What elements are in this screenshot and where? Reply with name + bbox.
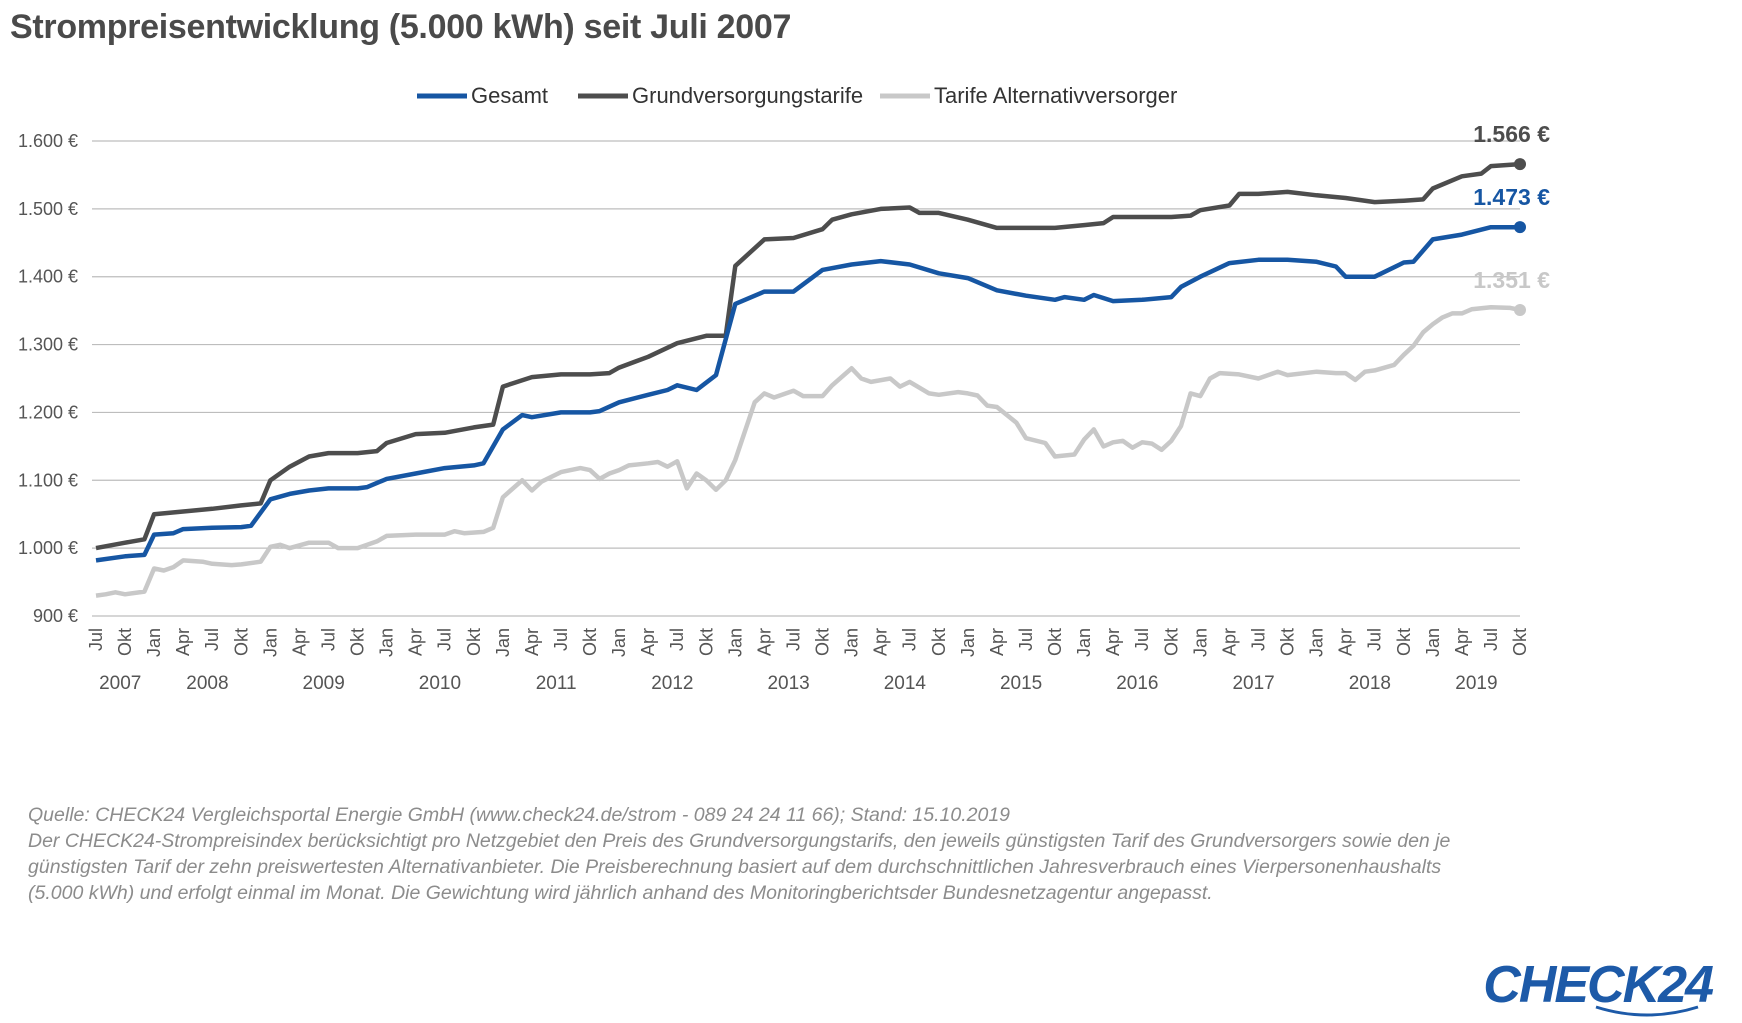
x-tick-label: Okt [929,628,949,656]
footnote-line: (5.000 kWh) und erfolgt einmal im Monat.… [28,882,1213,904]
y-tick-label: 1.500 € [18,199,78,219]
x-tick-label: Okt [580,628,600,656]
year-label: 2012 [651,673,693,694]
year-label: 2013 [767,673,809,694]
check24-logo: CHECK24 [1483,956,1714,1014]
x-tick-label: Apr [987,628,1007,656]
x-tick-label: Jul [318,628,338,651]
x-tick-label: Apr [289,628,309,656]
x-tick-label: Jul [1248,628,1268,651]
x-tick-label: Jul [551,628,571,651]
y-tick-label: 1.600 € [18,131,78,151]
x-tick-label: Okt [115,628,135,656]
x-tick-label: Jul [1481,628,1501,651]
gridlines [92,140,1520,617]
end-labels: 1.473 € 1.566 € 1.351 € [1473,121,1550,316]
x-tick-label: Okt [1045,628,1065,656]
x-axis: Jul Okt Jan Apr Jul Okt Jan Apr Jul Okt Jan Apr Jul O… [86,628,1530,694]
y-tick-label: 1.400 € [18,267,78,287]
x-tick-label: Jan [377,628,397,657]
x-tick-label: Okt [1278,628,1298,656]
x-tick-label: Apr [754,628,774,656]
x-tick-label: Jan [493,628,513,657]
legend-label: Gesamt [471,83,548,108]
x-tick-label: Jan [725,628,745,657]
x-tick-label: Jan [609,628,629,657]
end-value-label: 1.473 € [1473,184,1550,210]
y-axis: 900 € 1.000 € 1.100 € 1.200 € 1.300 € 1.400 €… [18,131,78,626]
x-tick-label: Jul [1365,628,1385,651]
legend: Gesamt Grundversorgungstarife Tarife Alter… [417,83,1177,108]
year-label: 2016 [1116,673,1158,694]
x-tick-label: Jul [202,628,222,651]
x-tick-label: Jul [783,628,803,651]
x-tick-label: Apr [1219,628,1239,656]
year-label: 2015 [1000,673,1042,694]
x-tick-label: Jul [900,628,920,651]
x-tick-label: Apr [173,628,193,656]
chart-title: Strompreisentwicklung (5.000 kWh) seit J… [10,8,792,46]
line-chart: Gesamt Grundversorgungstarife Tarife Alter… [18,83,1550,694]
end-marker [1514,303,1526,316]
x-tick-label: Apr [1336,628,1356,656]
x-tick-label: Jan [958,628,978,657]
series-lines [95,161,1521,598]
x-tick-label: Jul [667,628,687,651]
x-tick-label: Okt [348,628,368,656]
logo-swoosh-icon [1595,1005,1699,1017]
footnote-line: Der CHECK24-Strompreisindex berücksichti… [28,830,1451,852]
end-value-label: 1.566 € [1473,121,1550,147]
x-tick-label: Jul [1132,628,1152,651]
x-tick-label: Okt [1161,628,1181,656]
x-tick-label: Jan [1307,628,1327,657]
y-tick-label: 1.200 € [18,402,78,422]
year-label: 2011 [536,673,577,694]
x-tick-label: Apr [1103,628,1123,656]
x-tick-label: Apr [522,628,542,656]
series-line-2 [95,305,1521,598]
year-label: 2010 [419,673,461,694]
footnote-line: günstigsten Tarif der zehn preiswerteste… [28,856,1442,878]
x-tick-label: Jan [144,628,164,657]
end-value-label: 1.351 € [1473,267,1550,293]
x-tick-label: Apr [406,628,426,656]
x-tick-label: Okt [464,628,484,656]
y-tick-label: 900 € [33,606,78,626]
x-tick-label: Okt [813,628,833,656]
end-marker [1514,158,1526,171]
x-tick-label: Okt [696,628,716,656]
year-label: 2014 [884,673,927,694]
x-tick-label: Jan [842,628,862,657]
year-label: 2018 [1349,673,1391,694]
x-tick-label: Jul [435,628,455,651]
series-line-1 [95,161,1521,551]
year-label: 2017 [1232,673,1274,694]
year-label: 2008 [186,673,228,694]
x-tick-label: Jul [86,628,106,651]
x-tick-label: Jul [1016,628,1036,651]
end-marker [1514,221,1526,234]
y-tick-label: 1.000 € [18,538,78,558]
x-tick-label: Okt [1510,628,1530,656]
x-tick-label: Jan [1074,628,1094,657]
x-tick-label: Jan [260,628,280,657]
x-tick-label: Okt [1394,628,1414,656]
y-tick-label: 1.100 € [18,470,78,490]
x-tick-label: Apr [1452,628,1472,656]
x-tick-label: Jan [1190,628,1210,657]
x-tick-label: Okt [231,628,251,656]
footnote: Quelle: CHECK24 Vergleichsportal Energie… [28,802,1628,906]
x-tick-label: Apr [871,628,891,656]
footnote-source: Quelle: CHECK24 Vergleichsportal Energie… [28,804,1011,826]
legend-label: Grundversorgungstarife [632,83,863,108]
legend-label: Tarife Alternativversorger [934,83,1177,108]
year-label: 2009 [303,673,345,694]
year-label: 2019 [1455,673,1497,694]
x-tick-label: Jan [1423,628,1443,657]
year-label: 2007 [99,673,141,694]
series-line-0 [95,224,1520,563]
x-tick-label: Apr [638,628,658,656]
y-tick-label: 1.300 € [18,335,78,355]
